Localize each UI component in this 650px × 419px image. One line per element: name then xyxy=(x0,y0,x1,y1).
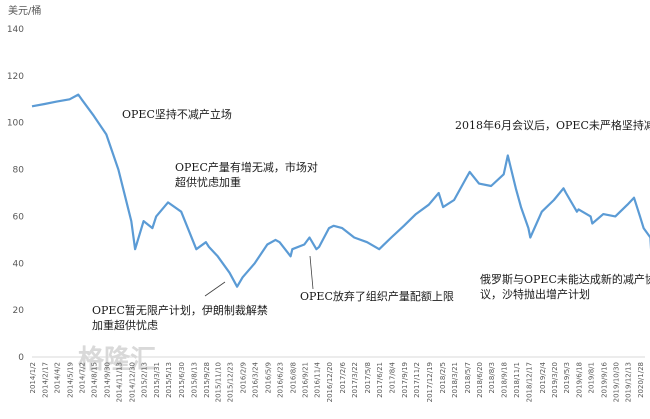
x-tick-label: 2014/2/17 xyxy=(42,362,50,398)
x-tick-label: 2018/11/1 xyxy=(513,362,521,398)
x-tick-label: 2018/5/7 xyxy=(464,362,472,393)
x-tick-label: 2017/5/8 xyxy=(364,362,372,393)
annotation-text: 俄罗斯与OPEC未能达成新的减产协 xyxy=(480,272,650,286)
x-tick-label: 2018/6/20 xyxy=(476,362,484,398)
y-tick-label: 120 xyxy=(7,72,24,82)
x-tick-label: 2019/5/3 xyxy=(563,362,571,393)
x-tick-label: 2019/6/18 xyxy=(576,362,584,398)
annotation-text: OPEC暂无限产计划，伊朗制裁解禁 xyxy=(92,303,268,317)
x-tick-label: 2019/9/16 xyxy=(600,361,608,397)
x-tick-label: 2014/5/19 xyxy=(67,362,75,398)
x-tick-label: 2014/11/13 xyxy=(115,362,123,402)
x-tick-label: 2018/3/21 xyxy=(451,362,459,398)
y-tick-label: 100 xyxy=(7,119,24,129)
x-tick-label: 2016/11/4 xyxy=(313,361,321,397)
x-tick-label: 2016/2/9 xyxy=(240,362,248,393)
series-layer xyxy=(31,93,650,288)
price-line xyxy=(31,93,650,288)
annotation-text: 加重超供忧虑 xyxy=(92,318,158,332)
y-tick-label: 20 xyxy=(13,306,25,316)
y-axis-unit: 美元/桶 xyxy=(8,4,41,17)
x-tick-label: 2019/2/4 xyxy=(539,361,547,393)
annotation-text: 2018年6月会议后，OPEC未严格坚持减产 xyxy=(455,118,650,132)
x-tick-label: 2017/8/4 xyxy=(388,361,396,393)
x-tick-label: 2016/6/23 xyxy=(277,362,285,398)
x-tick-label: 2017/11/2 xyxy=(413,362,421,398)
x-tick-label: 2017/12/19 xyxy=(426,362,434,402)
y-tick-label: 80 xyxy=(13,166,25,176)
y-tick-label: 0 xyxy=(18,353,24,363)
x-tick-label: 2019/10/30 xyxy=(612,362,620,402)
x-tick-label: 2015/11/10 xyxy=(215,362,223,402)
x-tick-label: 2017/6/21 xyxy=(376,362,384,398)
annotation-text: 议，沙特抛出增产计划 xyxy=(480,287,590,301)
x-tick-label: 2015/12/23 xyxy=(226,362,234,402)
x-tick-label: 2018/8/3 xyxy=(488,362,496,393)
x-tick-label: 2014/1/2 xyxy=(29,362,37,393)
x-tick-label: 2015/5/13 xyxy=(165,362,173,398)
x-tick-label: 2015/6/30 xyxy=(178,362,186,398)
x-tick-label: 2018/2/5 xyxy=(439,362,447,393)
x-tick-label: 2015/9/28 xyxy=(203,362,211,398)
annotation-leader-line xyxy=(204,281,226,297)
x-tick-label: 2020/1/28 xyxy=(637,362,645,398)
x-tick-label: 2019/12/13 xyxy=(624,362,632,402)
annotation-text: OPEC产量有增无减，市场对 xyxy=(175,160,318,174)
annotation-text: OPEC坚持不减产立场 xyxy=(122,107,232,121)
annotation-text: OPEC放弃了组织产量配额上限 xyxy=(300,289,454,303)
x-tick-label: 2016/8/8 xyxy=(289,362,297,393)
x-tick-label: 2017/9/19 xyxy=(401,362,409,398)
y-tick-label: 140 xyxy=(7,25,24,35)
x-tick-label: 2016/9/21 xyxy=(301,362,309,398)
x-tick-label: 2019/3/20 xyxy=(551,362,559,398)
x-tick-label: 2015/8/13 xyxy=(190,362,198,398)
x-tick-label: 2014/9/30 xyxy=(103,362,111,398)
x-tick-label: 2014/8/15 xyxy=(91,362,99,398)
x-tick-label: 2016/12/20 xyxy=(326,362,334,402)
x-tick-label: 2015/2/13 xyxy=(141,362,149,398)
watermark: 格隆汇 xyxy=(78,344,156,375)
x-tick-label: 2014/12/30 xyxy=(128,362,136,402)
x-tick-label: 2018/9/18 xyxy=(501,362,509,398)
annotation-leader-line xyxy=(309,255,314,290)
x-tick-label: 2014/7/2 xyxy=(79,362,87,393)
x-tick-label: 2017/2/6 xyxy=(339,361,347,393)
x-tick-label: 2016/3/24 xyxy=(252,361,260,397)
x-tick-label: 2017/3/22 xyxy=(351,362,359,398)
y-tick-label: 40 xyxy=(13,259,25,269)
x-tick-label: 2019/8/1 xyxy=(588,362,596,393)
x-tick-label: 2014/4/2 xyxy=(54,362,62,393)
y-axis: 0 20 40 60 80 100 120 140 xyxy=(7,25,24,363)
x-tick-label: 2015/3/31 xyxy=(153,362,161,398)
y-tick-label: 60 xyxy=(13,212,25,222)
x-tick-label: 2016/5/9 xyxy=(264,362,272,393)
x-axis: 2014/1/2 2014/2/17 2014/4/2 2014/5/19 2014/7… xyxy=(29,361,645,402)
x-tick-label: 2018/12/17 xyxy=(525,362,533,402)
annotation-text: 超供忧虑加重 xyxy=(175,175,241,189)
